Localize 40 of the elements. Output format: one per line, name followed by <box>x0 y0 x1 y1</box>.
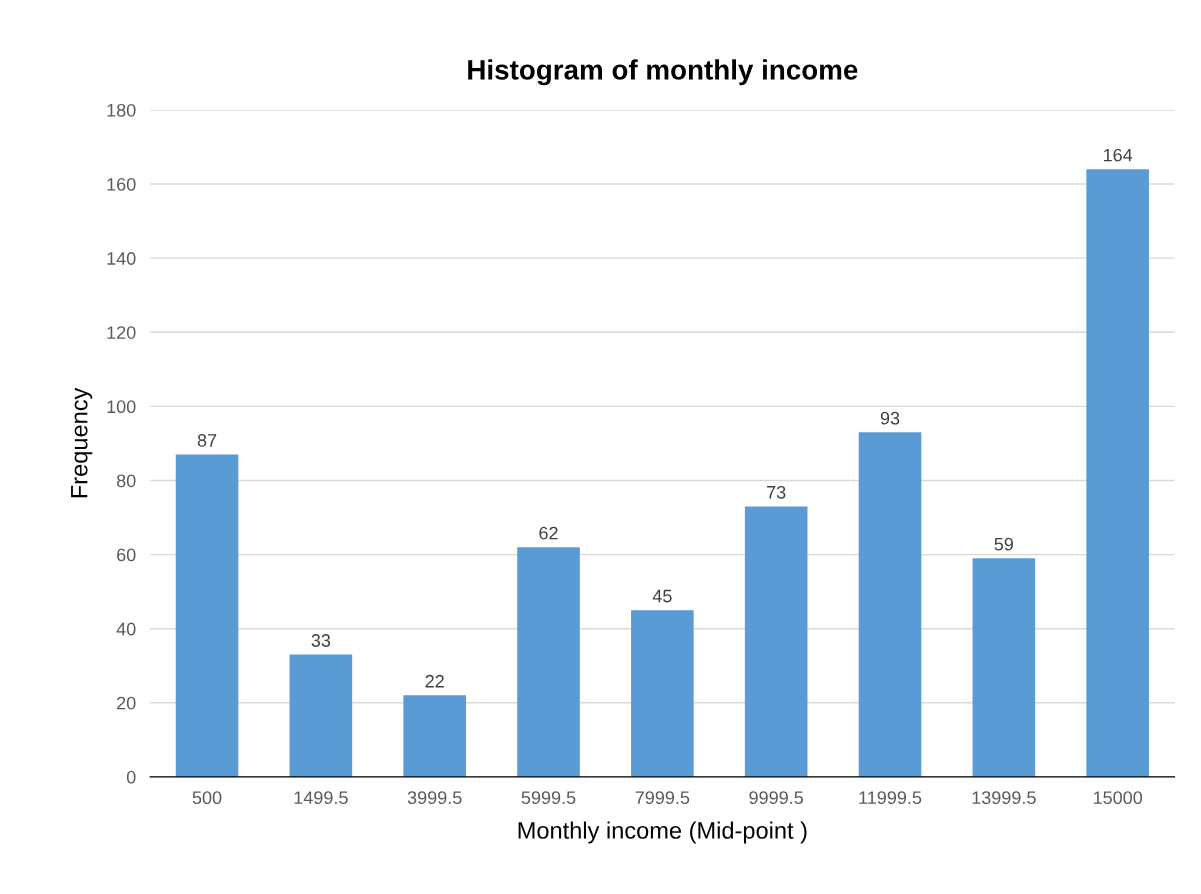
data-label: 33 <box>311 634 331 647</box>
bar <box>744 506 808 777</box>
x-tick-label: 500 <box>192 791 222 805</box>
bar <box>517 547 580 777</box>
x-tick-label: 13999.5 <box>972 791 1036 805</box>
x-tick-label: 11999.5 <box>859 791 922 805</box>
x-axis-title: Monthly income (Mid-point ) <box>518 821 807 844</box>
data-label: 93 <box>880 411 900 425</box>
x-tick-label: 3999.5 <box>407 791 462 805</box>
y-tick-label: 140 <box>107 252 136 265</box>
y-tick-label: 120 <box>107 326 136 339</box>
y-tick-label: 20 <box>117 696 136 710</box>
bar <box>175 454 239 777</box>
y-tick-label: 40 <box>116 622 136 636</box>
y-tick-label: 0 <box>126 770 136 784</box>
chart-title: Histogram of monthly income <box>468 59 858 86</box>
y-tick-label: 60 <box>117 548 136 562</box>
data-label: 22 <box>425 674 444 688</box>
bar <box>631 610 694 777</box>
y-tick-label: 180 <box>107 103 136 117</box>
x-tick-label: 5999.5 <box>521 791 576 805</box>
x-tick-label: 9999.5 <box>749 791 804 805</box>
bar <box>972 558 1036 777</box>
data-label: 59 <box>994 537 1014 551</box>
bar <box>403 695 466 777</box>
x-tick-label: 1499.5 <box>294 791 348 805</box>
x-tick-label: 15000 <box>1093 791 1143 805</box>
data-label: 62 <box>539 526 558 540</box>
data-label: 164 <box>1103 148 1133 162</box>
x-tick-label: 7999.5 <box>635 791 690 805</box>
data-label: 45 <box>652 589 672 603</box>
data-label: 87 <box>197 434 217 447</box>
data-label: 73 <box>767 485 786 499</box>
y-tick-label: 160 <box>107 178 136 191</box>
y-tick-label: 100 <box>107 400 136 414</box>
bar <box>1086 169 1149 777</box>
y-tick-label: 80 <box>116 474 136 488</box>
bar <box>289 654 353 777</box>
y-axis-title: Frequency <box>71 387 93 498</box>
bar <box>858 432 922 777</box>
